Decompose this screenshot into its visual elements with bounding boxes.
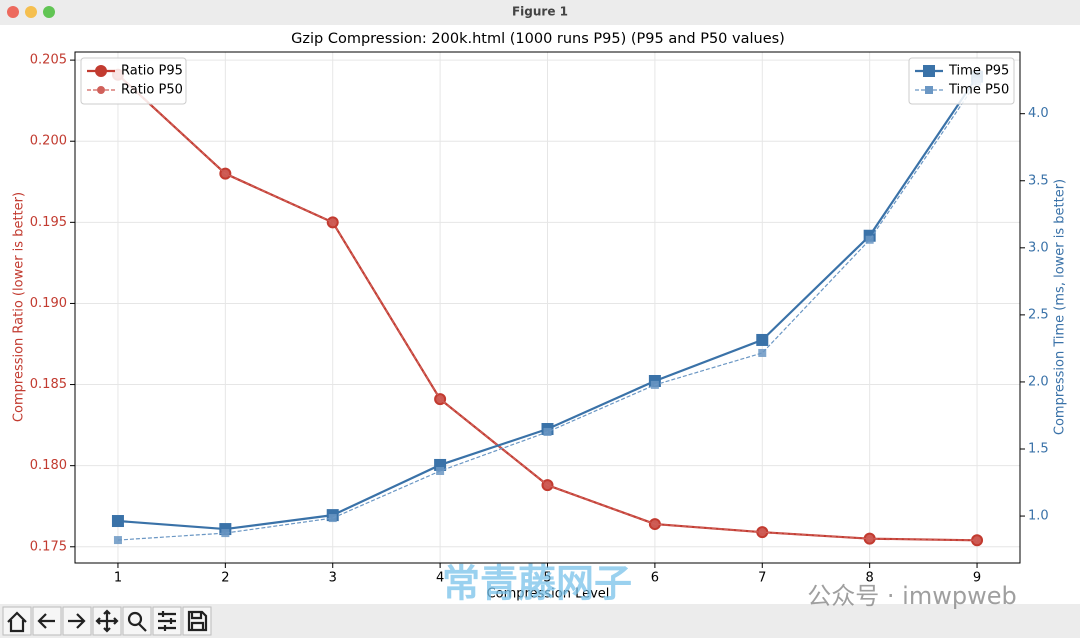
- y-tick-label: 0.175: [30, 539, 67, 554]
- subplots-icon: [158, 611, 176, 631]
- marker: [756, 333, 769, 346]
- x-axis-label: Compression Level: [487, 587, 610, 602]
- x-tick-label: 7: [758, 571, 766, 586]
- back-icon: [37, 613, 55, 629]
- marker: [650, 380, 659, 389]
- marker: [111, 515, 124, 528]
- legend-label: Time P95: [948, 64, 1009, 79]
- x-tick-label: 3: [329, 571, 337, 586]
- watermark-left: 常青藤网子: [442, 562, 632, 606]
- marker: [328, 514, 337, 523]
- plot-frame: [74, 51, 1021, 564]
- marker: [436, 395, 445, 404]
- legend-label: Ratio P95: [121, 64, 183, 79]
- marker: [923, 65, 935, 77]
- home-icon: [7, 611, 27, 633]
- minimize-button[interactable]: [25, 6, 37, 18]
- x-tick-label: 5: [543, 571, 551, 586]
- marker: [758, 348, 767, 357]
- zoom-rect-button[interactable]: [122, 606, 152, 636]
- marker: [436, 466, 445, 475]
- x-tick-label: 6: [651, 571, 659, 586]
- y2-tick-label: 4.0: [1028, 106, 1049, 121]
- marker: [221, 169, 230, 178]
- y2-tick-label: 3.5: [1028, 173, 1049, 188]
- marker: [973, 536, 982, 545]
- x-tick-label: 1: [114, 571, 122, 586]
- marker: [543, 481, 552, 490]
- y-tick-label: 0.205: [30, 53, 67, 68]
- marker: [650, 520, 659, 529]
- save-icon: [187, 610, 208, 632]
- y2-axis-label: Compression Time (ms, lower is better): [1053, 179, 1068, 435]
- marker: [865, 534, 874, 543]
- marker: [95, 65, 107, 77]
- marker: [97, 86, 105, 94]
- y2-tick-label: 3.0: [1028, 240, 1049, 255]
- marker: [865, 235, 874, 244]
- marker: [113, 536, 122, 545]
- marker: [328, 218, 337, 227]
- y2-tick-label: 2.5: [1028, 307, 1049, 322]
- y-tick-label: 0.180: [30, 458, 67, 473]
- pan-icon: [95, 609, 119, 633]
- legend-box: [80, 57, 187, 105]
- title-bar: [0, 0, 1080, 25]
- marker: [925, 86, 933, 94]
- y2-tick-label: 2.0: [1028, 374, 1049, 389]
- x-tick-label: 4: [436, 571, 444, 586]
- y-tick-label: 0.200: [30, 134, 67, 149]
- y2-tick-label: 1.0: [1028, 509, 1049, 524]
- plot: 1 2 3 4 5 6 7 8 9 0.175 0.180 0.185 0.190 0.195 0.200 0…: [30, 51, 1049, 586]
- y2-tick-label: 1.5: [1028, 441, 1049, 456]
- window-title: Figure 1: [512, 5, 568, 19]
- x-tick-label: 2: [221, 571, 229, 586]
- legend-label: Time P50: [948, 83, 1009, 98]
- zoom-button[interactable]: [43, 6, 55, 18]
- y-tick-label: 0.195: [30, 215, 67, 230]
- chart-title: Gzip Compression: 200k.html (1000 runs P…: [291, 31, 785, 47]
- legend-label: Ratio P50: [121, 83, 183, 98]
- zoom-icon-handle: [138, 623, 147, 632]
- marker: [758, 528, 767, 537]
- x-tick-label: 8: [866, 571, 874, 586]
- legend-box: [908, 57, 1015, 105]
- zoom-icon: [127, 611, 143, 627]
- y-tick-label: 0.185: [30, 377, 67, 392]
- marker: [543, 427, 552, 436]
- marker: [221, 529, 230, 538]
- y-tick-label: 0.190: [30, 296, 67, 311]
- toolbar-icons: [2, 606, 212, 636]
- y-axis-label: Compression Ratio (lower is better): [12, 192, 27, 422]
- x-tick-label: 9: [973, 571, 981, 586]
- watermark-right: 公众号 · imwpweb: [807, 582, 1016, 610]
- forward-icon: [68, 613, 86, 629]
- close-button[interactable]: [7, 6, 19, 18]
